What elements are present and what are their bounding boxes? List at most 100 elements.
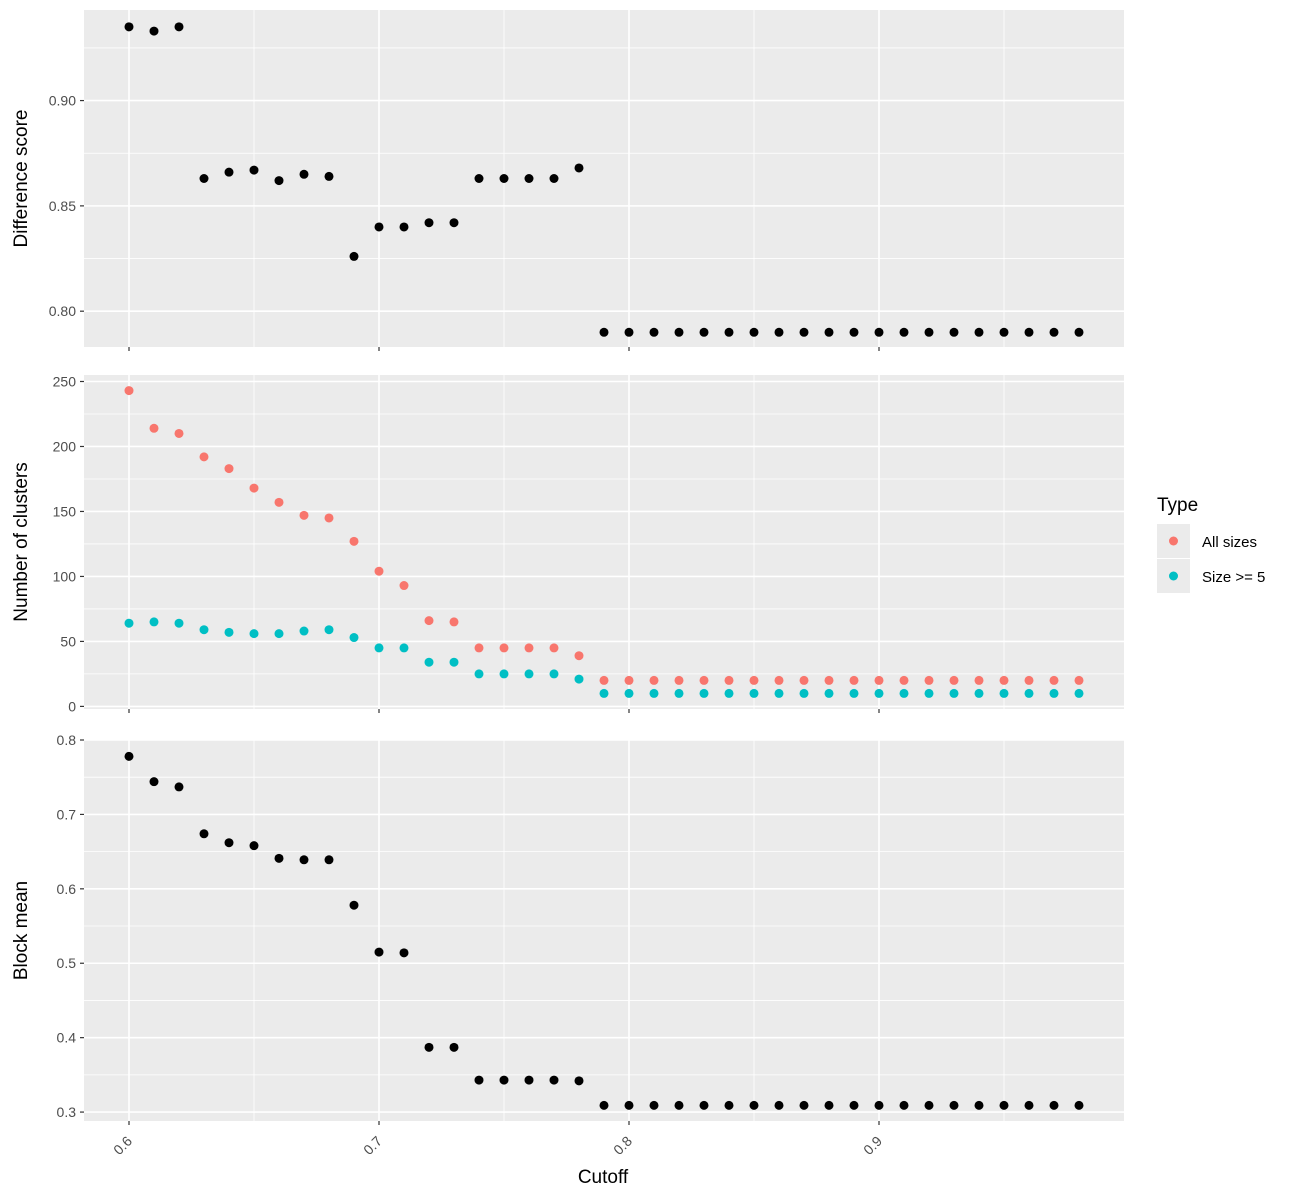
data-point [299, 855, 309, 865]
data-point [249, 483, 259, 493]
data-point [824, 688, 834, 698]
data-point [224, 627, 234, 637]
data-point [899, 1100, 909, 1110]
x-axis-title: Cutoff [578, 1167, 629, 1188]
legend: Type All sizes Size >= 5 [1157, 495, 1265, 593]
data-point [699, 1100, 709, 1110]
data-point [949, 688, 959, 698]
y-tick-label: 0.5 [57, 955, 77, 971]
data-point [1074, 1100, 1084, 1110]
data-point [899, 327, 909, 337]
data-point [574, 1076, 584, 1086]
data-point [649, 675, 659, 685]
data-point [174, 22, 184, 32]
data-point [274, 176, 284, 186]
data-point [374, 222, 384, 232]
data-point [999, 1100, 1009, 1110]
data-point [124, 618, 134, 628]
panels-layer: 0.80 0.85 0.90 Difference score 0 50 100 150 200… [11, 10, 1124, 1158]
data-point [174, 782, 184, 792]
data-point [899, 675, 909, 685]
data-point [649, 1100, 659, 1110]
data-point [474, 174, 484, 183]
data-point [349, 251, 359, 261]
series-1 [124, 751, 1084, 1110]
data-point [599, 1100, 609, 1110]
data-point [649, 327, 659, 337]
data-point [399, 643, 409, 653]
x-tick-label: 0.7 [360, 1133, 385, 1158]
data-point [374, 566, 384, 576]
data-point [424, 616, 434, 626]
data-point [874, 1100, 884, 1110]
data-point [499, 174, 509, 183]
data-point [874, 327, 884, 337]
data-point [399, 222, 409, 232]
data-point [649, 688, 659, 698]
data-point [1049, 327, 1059, 337]
panel-background [84, 375, 1124, 709]
y-axis-title: Difference score [11, 110, 32, 248]
data-point [249, 841, 259, 851]
data-point [424, 218, 434, 228]
data-point [874, 688, 884, 698]
data-point [924, 327, 934, 337]
data-point [1074, 675, 1084, 685]
data-point [624, 1100, 634, 1110]
data-point [1024, 688, 1034, 698]
y-tick-label: 0.3 [57, 1104, 77, 1120]
data-point [1024, 327, 1034, 337]
data-point [124, 386, 134, 396]
data-point [674, 1100, 684, 1110]
series-1 [124, 386, 1084, 685]
data-point [449, 617, 459, 627]
panel-background [84, 10, 1124, 347]
data-point [1024, 675, 1034, 685]
data-point [699, 327, 709, 337]
data-point [624, 327, 634, 337]
data-point [1049, 1100, 1059, 1110]
data-point [449, 218, 459, 228]
data-point [399, 581, 409, 591]
data-point [724, 688, 734, 698]
data-point [474, 1075, 484, 1085]
data-point [724, 327, 734, 337]
data-point [274, 629, 284, 639]
data-point [749, 688, 759, 698]
data-point [699, 688, 709, 698]
data-point [749, 1100, 759, 1110]
data-point [449, 657, 459, 667]
data-point [799, 675, 809, 685]
y-tick-label: 0.90 [49, 93, 76, 109]
data-point [324, 855, 334, 865]
data-point [249, 165, 259, 175]
data-point [849, 327, 859, 337]
data-point [849, 688, 859, 698]
data-point [374, 947, 384, 957]
y-tick-label: 0.8 [57, 732, 77, 748]
y-tick-label: 0 [68, 698, 76, 714]
x-tick-label: 0.8 [610, 1133, 635, 1158]
data-point [599, 675, 609, 685]
data-point [624, 675, 634, 685]
data-point [549, 669, 559, 679]
data-point [924, 675, 934, 685]
data-point [599, 327, 609, 337]
data-point [299, 510, 309, 520]
data-point [324, 513, 334, 523]
data-point [174, 428, 184, 438]
legend-marker-size-ge-5 [1169, 571, 1178, 581]
data-point [1024, 1100, 1034, 1110]
data-point [124, 751, 134, 761]
y-tick-label: 0.85 [49, 198, 76, 214]
data-point [1074, 688, 1084, 698]
data-point [749, 675, 759, 685]
data-point [574, 651, 584, 661]
data-point [674, 327, 684, 337]
data-point [974, 675, 984, 685]
data-point [549, 1075, 559, 1085]
data-point [349, 633, 359, 643]
data-point [199, 829, 209, 839]
legend-label-all-sizes: All sizes [1202, 534, 1257, 551]
